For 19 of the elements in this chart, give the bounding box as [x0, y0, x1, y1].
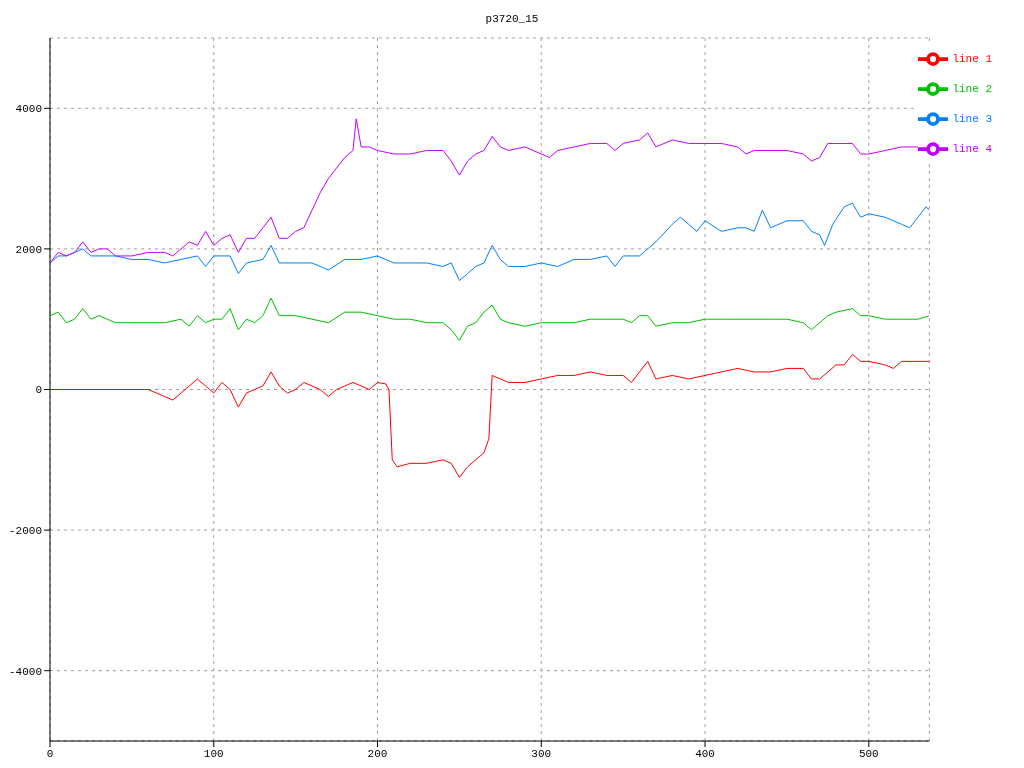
- x-tick-label: 0: [46, 747, 54, 760]
- line-series: [50, 202, 930, 282]
- y-tick-label: 0: [35, 384, 42, 397]
- y-tick-label: -4000: [8, 665, 42, 678]
- legend-label: line 3: [952, 112, 992, 125]
- x-tick-label: 400: [695, 747, 715, 760]
- x-tick-label: 200: [367, 747, 388, 760]
- legend-label: line 1: [952, 52, 992, 65]
- y-tick-label: -2000: [8, 525, 42, 538]
- x-tick-label: 100: [203, 747, 224, 760]
- legend-label: line 4: [952, 142, 992, 155]
- y-tick-label: 2000: [15, 243, 42, 256]
- chart-title: p3720_15: [484, 12, 540, 27]
- x-tick-label: 500: [858, 747, 879, 760]
- line-series: [50, 353, 930, 478]
- legend-label: line 2: [952, 82, 992, 95]
- y-tick-label: 4000: [15, 103, 42, 116]
- line-series: [50, 297, 930, 341]
- x-tick-label: 300: [531, 747, 552, 760]
